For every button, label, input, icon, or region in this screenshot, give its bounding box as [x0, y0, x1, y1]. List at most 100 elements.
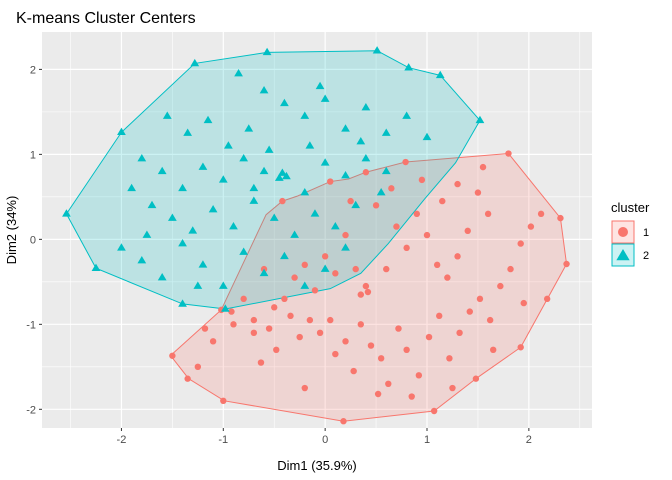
cluster-2-point	[183, 128, 193, 136]
cluster-1-point	[250, 329, 258, 337]
cluster-1-point	[271, 304, 278, 311]
cluster-1-point	[184, 375, 191, 382]
cluster-1-point	[454, 180, 461, 188]
cluster-1-point	[402, 158, 409, 166]
cluster-2-point	[157, 166, 167, 175]
cluster-1-point	[296, 333, 303, 341]
cluster-2-point	[280, 251, 289, 260]
cluster-1-point	[342, 338, 349, 345]
cluster-1-point	[537, 210, 545, 218]
cluster-2-point	[234, 69, 243, 77]
cluster-1-point	[228, 308, 235, 315]
legend-title: cluster	[611, 200, 650, 215]
cluster-2-point	[259, 268, 269, 277]
cluster-2-point	[259, 166, 269, 175]
cluster-2-point	[422, 132, 432, 141]
cluster-1-point	[279, 197, 286, 205]
cluster-1-point	[209, 338, 217, 345]
chart-title: K-means Cluster Centers	[16, 10, 196, 27]
cluster-2-point	[142, 230, 152, 238]
cluster-1-point	[497, 282, 504, 290]
cluster-2-point	[278, 168, 287, 176]
x-tick-label: 1	[424, 434, 430, 446]
cluster-2-point	[239, 247, 249, 255]
cluster-2-point	[262, 47, 272, 56]
cluster-1-point	[466, 308, 473, 315]
cluster-1-point	[347, 197, 354, 205]
cluster-1-point	[385, 380, 392, 388]
cluster-1-point	[340, 418, 347, 425]
cluster-1-point	[388, 185, 395, 192]
cluster-2-point	[356, 137, 366, 145]
cluster-1-point	[517, 344, 524, 351]
cluster-1-point	[454, 253, 461, 260]
cluster-1-point	[357, 321, 364, 328]
cluster-2-point	[190, 58, 200, 67]
cluster-2-point	[300, 111, 310, 119]
legend: cluster 1 2	[611, 200, 650, 267]
cluster-1-point	[332, 270, 339, 277]
y-axis-ticks: -2 -1 0 1 2	[26, 64, 42, 416]
cluster-1-point	[446, 355, 453, 362]
cluster-1-point	[374, 390, 382, 398]
cluster-2-point	[351, 200, 361, 209]
cluster-1-point	[367, 342, 375, 349]
cluster-1-point	[364, 288, 372, 296]
cluster-1-point	[372, 202, 380, 209]
cluster-1-point	[257, 359, 265, 366]
y-tick-label: -1	[26, 319, 36, 331]
cluster-2-point	[361, 103, 371, 111]
cluster-2-point	[381, 166, 391, 175]
x-axis-ticks: -2 -1 0 1 2	[117, 428, 532, 446]
cluster-2-point	[310, 209, 320, 217]
cluster-2-point	[137, 255, 147, 264]
cluster-1-point	[486, 316, 494, 324]
cluster-2-point	[193, 281, 203, 289]
cluster-1-point	[474, 189, 482, 196]
cluster-2-hull	[65, 50, 481, 310]
cluster-1-point	[425, 333, 433, 341]
y-tick-label: 0	[30, 234, 36, 246]
cluster-2-point	[157, 272, 167, 281]
cluster-1-point	[169, 352, 176, 359]
cluster-2-point	[305, 141, 315, 149]
cluster-2-point	[244, 124, 254, 132]
cluster-2-point	[372, 46, 382, 54]
cluster-2-point	[117, 243, 126, 251]
cluster-2-point	[259, 86, 269, 94]
cluster-1-point	[557, 214, 564, 222]
cluster-2-point	[218, 175, 228, 183]
cluster-2-point	[376, 188, 386, 196]
cluster-2-point	[269, 213, 279, 221]
cluster-1-point	[377, 355, 385, 362]
x-tick-label: 2	[526, 434, 532, 446]
legend-label-1: 1	[643, 227, 649, 239]
cluster-1-point	[479, 163, 487, 171]
cluster-2-point	[300, 281, 310, 289]
cluster-2-point	[475, 115, 485, 124]
cluster-2-point	[127, 183, 136, 192]
cluster-2-point	[203, 115, 213, 124]
cluster-1-point	[327, 316, 334, 324]
legend-label-2: 2	[643, 250, 649, 262]
cluster-1-point	[476, 295, 484, 303]
cluster-2-point	[330, 222, 340, 230]
cluster-1-point	[433, 261, 441, 269]
cluster-2-point	[218, 281, 228, 289]
cluster-1-point	[342, 231, 349, 239]
cluster-1-point	[444, 274, 451, 281]
cluster-1-point	[403, 346, 410, 354]
legend-circle-icon	[618, 227, 628, 237]
cluster-1-point	[484, 210, 492, 218]
y-tick-label: 2	[30, 64, 36, 76]
cluster-1-point	[301, 384, 308, 392]
cluster-points	[62, 46, 570, 425]
cluster-1-point	[472, 375, 480, 382]
cluster-1-point	[383, 265, 390, 273]
cluster-1-point	[332, 350, 339, 358]
cluster-2-point	[229, 222, 238, 230]
cluster-1-point	[201, 325, 209, 332]
cluster-1-point	[456, 329, 463, 337]
cluster-1-point	[517, 240, 524, 247]
